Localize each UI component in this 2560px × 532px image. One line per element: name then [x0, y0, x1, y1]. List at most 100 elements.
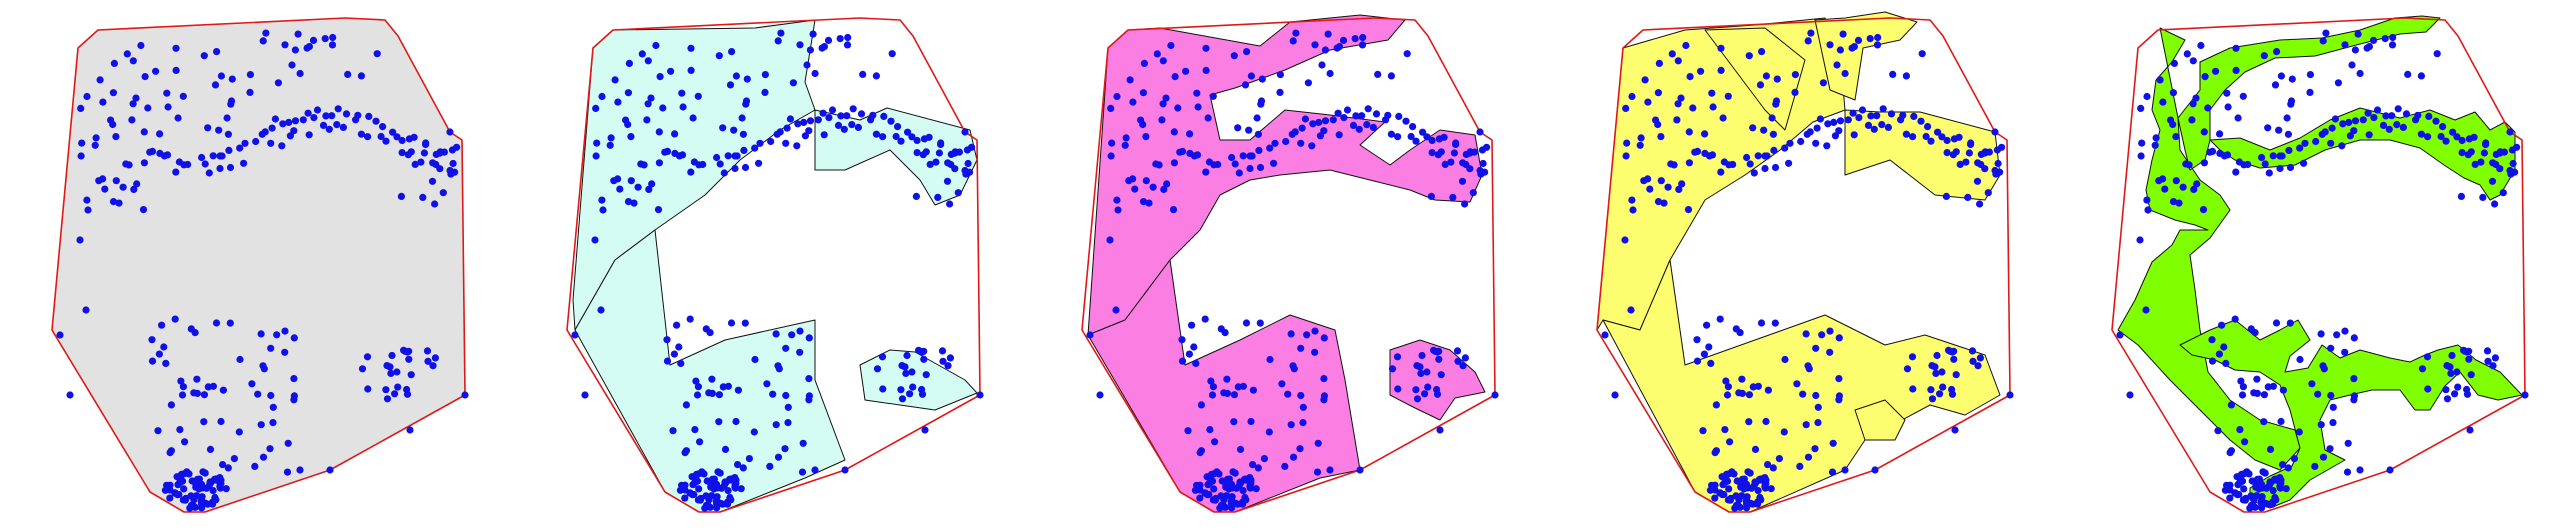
- data-point: [2306, 88, 2314, 96]
- data-point: [1644, 98, 1652, 106]
- data-point: [659, 104, 667, 112]
- data-point: [357, 72, 365, 80]
- data-point: [1228, 500, 1236, 508]
- data-point: [713, 500, 721, 508]
- data-point: [2183, 50, 2191, 58]
- data-point: [128, 116, 136, 124]
- data-point: [1447, 158, 1455, 166]
- data-point: [1423, 368, 1431, 376]
- data-point: [2188, 116, 2196, 124]
- data-point: [2341, 327, 2349, 335]
- data-point: [2300, 159, 2308, 167]
- data-point: [1395, 112, 1403, 120]
- data-point: [1667, 160, 1675, 168]
- data-point: [1992, 170, 2000, 178]
- data-point: [743, 75, 751, 83]
- data-point: [154, 427, 162, 435]
- data-point: [1418, 351, 1426, 360]
- data-point: [1248, 152, 1256, 160]
- data-point: [1197, 447, 1205, 455]
- data-point: [782, 139, 790, 147]
- data-point: [880, 112, 888, 120]
- data-point: [2215, 350, 2223, 358]
- panel-2-region-1: [572, 19, 816, 331]
- data-point: [1946, 347, 1954, 355]
- data-point: [670, 350, 679, 358]
- data-point: [1212, 469, 1220, 477]
- data-point: [634, 183, 642, 191]
- data-point: [721, 478, 729, 486]
- data-point: [1246, 164, 1254, 173]
- data-point: [610, 177, 618, 185]
- data-point: [1965, 149, 1973, 157]
- data-point: [1339, 36, 1348, 45]
- data-point: [1209, 383, 1217, 391]
- data-point: [2277, 72, 2285, 80]
- data-point: [1182, 67, 1190, 75]
- data-point: [2451, 390, 2459, 398]
- data-point: [1928, 395, 1937, 403]
- data-point: [763, 380, 771, 388]
- data-point: [269, 419, 277, 427]
- data-point: [1770, 146, 1778, 154]
- data-point: [947, 150, 955, 158]
- data-point: [358, 365, 367, 373]
- data-point: [1142, 177, 1150, 185]
- data-point: [1121, 141, 1129, 149]
- data-point: [122, 160, 130, 168]
- data-point: [1772, 97, 1781, 105]
- data-point: [1924, 123, 1932, 131]
- data-point: [182, 469, 190, 477]
- data-point: [2006, 391, 2014, 399]
- data-point: [732, 72, 741, 80]
- data-point: [775, 365, 783, 373]
- data-point: [2319, 453, 2328, 461]
- data-point: [873, 365, 882, 373]
- data-point: [1721, 426, 1729, 434]
- data-point: [1407, 132, 1415, 141]
- data-point: [1249, 386, 1257, 394]
- data-point: [2453, 133, 2461, 141]
- data-point: [1359, 33, 1367, 42]
- data-point: [268, 124, 276, 132]
- data-point: [2343, 468, 2352, 476]
- data-point: [1174, 104, 1182, 112]
- data-point: [222, 485, 230, 493]
- data-point: [2275, 126, 2283, 134]
- data-point: [803, 61, 811, 69]
- data-point: [1469, 189, 1477, 197]
- data-point: [673, 321, 681, 329]
- data-point: [1654, 120, 1662, 129]
- data-point: [776, 128, 784, 136]
- data-point: [224, 464, 232, 472]
- data-point: [1928, 362, 1936, 370]
- data-point: [624, 89, 633, 97]
- data-point: [1394, 385, 1402, 393]
- data-point: [1874, 33, 1882, 42]
- data-point: [742, 97, 751, 105]
- data-point: [2364, 109, 2372, 117]
- data-point: [156, 130, 164, 138]
- data-point: [1879, 105, 1887, 113]
- data-point: [1700, 350, 1708, 358]
- data-point: [410, 133, 418, 141]
- data-point: [1491, 391, 1499, 399]
- data-point: [1228, 153, 1236, 162]
- data-point: [1743, 480, 1751, 488]
- panel-2-points: [571, 29, 984, 512]
- data-point: [303, 44, 311, 52]
- data-point: [1249, 461, 1257, 469]
- data-point: [2126, 391, 2134, 399]
- data-point: [2306, 71, 2314, 79]
- data-point: [2223, 89, 2231, 97]
- data-point: [2423, 353, 2432, 361]
- data-point: [1387, 72, 1395, 80]
- data-point: [1239, 152, 1247, 160]
- data-point: [2227, 447, 2235, 455]
- data-point: [2433, 50, 2441, 58]
- data-point: [217, 479, 225, 487]
- data-point: [909, 383, 917, 391]
- data-point: [1287, 421, 1295, 429]
- data-point: [2200, 159, 2208, 167]
- data-point: [800, 118, 808, 126]
